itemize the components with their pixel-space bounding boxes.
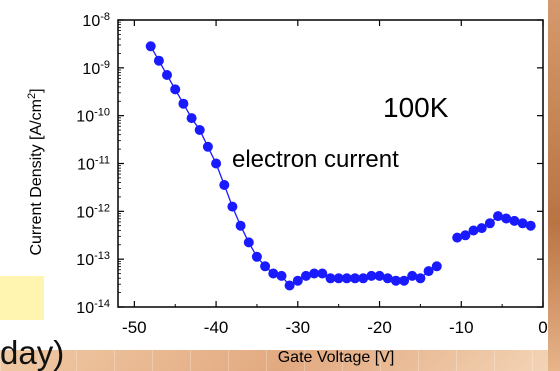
data-point <box>325 273 336 284</box>
data-point <box>153 55 164 66</box>
data-point <box>301 270 311 281</box>
y-tick-base: 10 <box>76 109 94 126</box>
data-point <box>194 125 205 135</box>
x-axis-ticks: -50 -40 -30 -20 -10 0 <box>122 20 548 337</box>
data-point <box>468 225 479 236</box>
data-point <box>341 273 352 284</box>
data-point <box>382 273 393 284</box>
data-point <box>493 211 503 222</box>
annotation-electron-current: electron current <box>232 146 399 173</box>
y-tick-label: 10-10 <box>76 107 110 126</box>
data-point <box>460 230 471 241</box>
data-point <box>227 201 238 212</box>
x-tick-label: 0 <box>538 318 547 337</box>
data-point <box>452 232 463 243</box>
data-point <box>292 275 303 286</box>
data-point <box>509 215 520 226</box>
y-axis-title-sup: 2 <box>26 93 38 99</box>
y-tick-exponent: -8 <box>100 11 110 23</box>
data-point <box>415 273 426 284</box>
y-axis-title: Current Density [A/cm2] <box>26 88 45 255</box>
y-tick-base: 10 <box>77 157 95 174</box>
data-point <box>235 220 246 231</box>
data-point <box>162 70 172 80</box>
data-point <box>484 218 495 229</box>
y-tick-base: 10 <box>82 13 100 30</box>
data-point <box>268 268 279 279</box>
data-point <box>407 270 418 281</box>
data-point <box>525 220 536 231</box>
x-tick-label: -20 <box>367 318 392 337</box>
y-tick-base: 10 <box>82 61 100 78</box>
y-tick-label: 10-11 <box>77 155 110 174</box>
x-tick-label: -30 <box>286 318 311 337</box>
y-tick-exponent: -13 <box>94 250 110 262</box>
y-tick-label: 10-12 <box>76 202 110 221</box>
data-point <box>431 261 442 272</box>
data-point <box>374 270 385 281</box>
x-tick-label: -40 <box>204 318 229 337</box>
data-point <box>178 98 189 109</box>
data-series <box>145 41 536 291</box>
y-tick-base: 10 <box>76 252 94 269</box>
data-point <box>145 41 156 52</box>
data-point <box>366 270 377 281</box>
y-tick-exponent: -12 <box>94 202 110 214</box>
data-point <box>333 273 344 284</box>
cropped-slide-text: day) <box>0 334 65 371</box>
data-point <box>399 275 410 286</box>
y-tick-exponent: -10 <box>94 107 110 119</box>
data-point <box>350 273 360 284</box>
slide-edge-strip <box>548 0 560 371</box>
data-point <box>390 275 401 286</box>
data-point <box>211 158 222 169</box>
annotation-temperature: 100K <box>383 92 449 123</box>
y-axis-title-tail: ] <box>28 88 45 92</box>
data-point <box>309 268 320 279</box>
data-point <box>243 237 254 248</box>
data-point <box>186 113 197 124</box>
data-point <box>260 261 271 272</box>
data-point <box>284 280 295 291</box>
data-point <box>202 141 213 152</box>
data-point <box>317 268 328 279</box>
y-tick-exponent: -14 <box>94 298 110 310</box>
y-axis-title-main: Current Density [A/cm <box>28 99 45 255</box>
data-point <box>251 251 262 262</box>
data-point <box>358 273 369 284</box>
data-point <box>501 213 512 224</box>
highlight-box <box>0 276 44 320</box>
y-tick-label: 10-14 <box>76 298 110 317</box>
y-tick-label: 10-13 <box>76 250 110 269</box>
data-point <box>476 223 487 234</box>
x-tick-label: -10 <box>449 318 474 337</box>
y-tick-exponent: -11 <box>95 155 110 167</box>
x-tick-label: -50 <box>122 318 147 337</box>
data-point <box>517 218 528 229</box>
y-tick-base: 10 <box>76 204 94 221</box>
y-tick-base: 10 <box>76 300 94 317</box>
y-tick-label: 10-9 <box>82 59 110 78</box>
x-axis-title: Gate Voltage [V] <box>278 349 395 366</box>
data-point <box>276 270 287 281</box>
data-point <box>219 180 230 190</box>
y-tick-label: 10-8 <box>82 11 110 30</box>
y-tick-exponent: -9 <box>100 59 110 71</box>
data-point <box>170 84 181 95</box>
chart-panel <box>0 0 548 350</box>
data-point <box>423 266 434 277</box>
